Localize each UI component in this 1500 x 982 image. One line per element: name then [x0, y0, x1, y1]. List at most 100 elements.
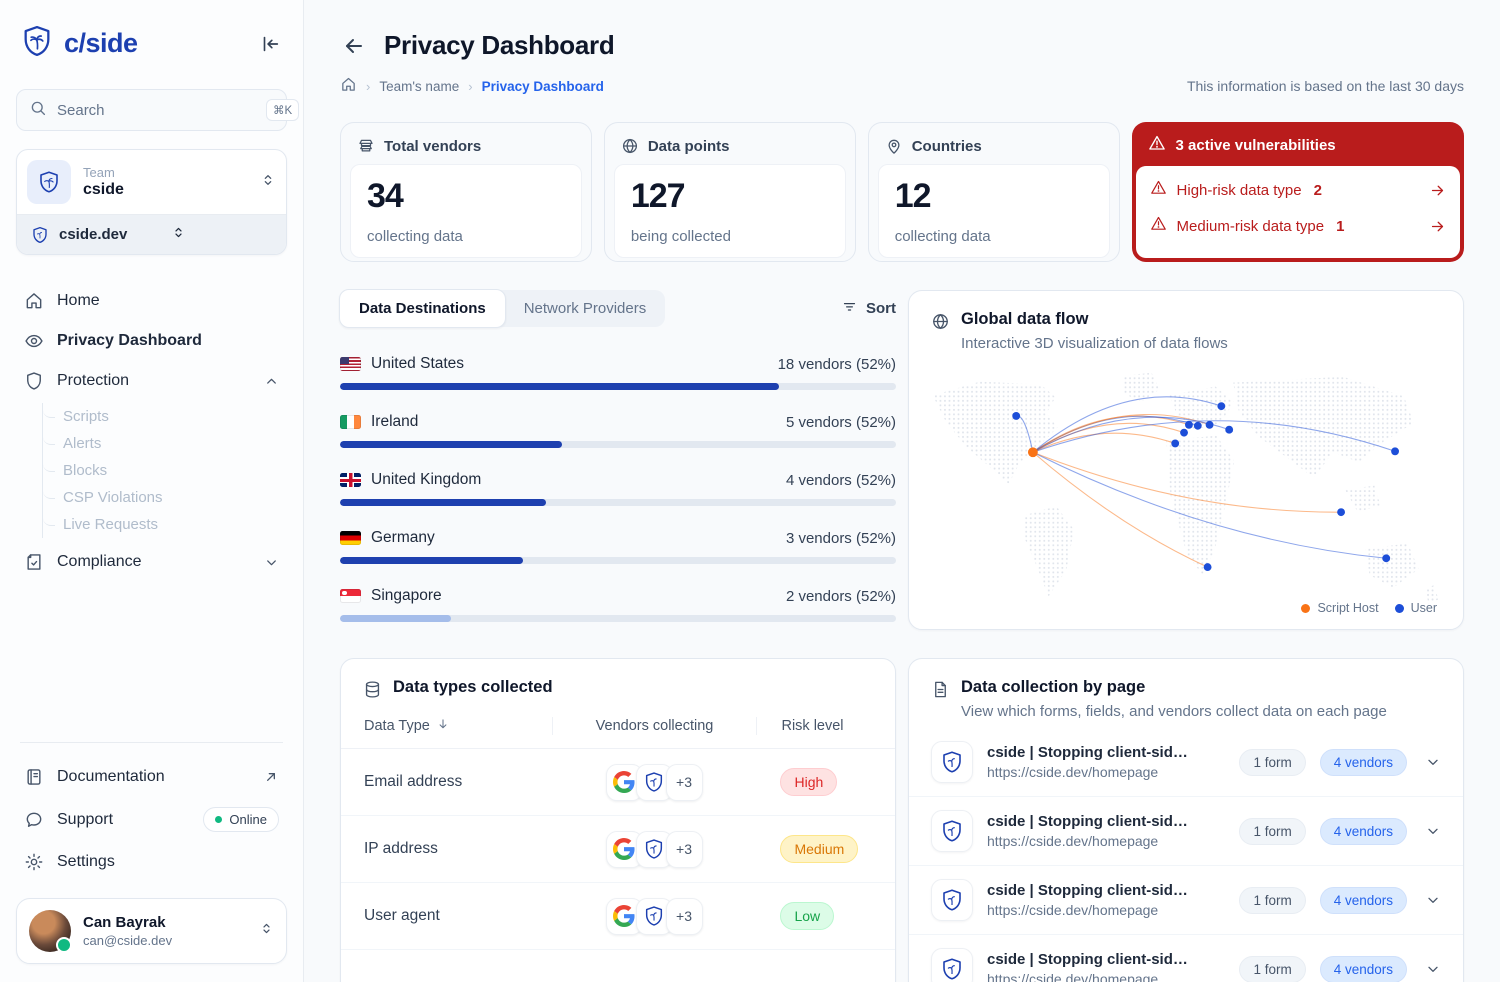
sidebar-item-home[interactable]: Home	[16, 281, 287, 321]
filter-lines-icon	[841, 298, 858, 319]
page-row[interactable]: cside | Stopping client-sid… https://csi…	[909, 865, 1463, 934]
map-node-user	[1180, 429, 1188, 437]
page-url: https://cside.dev/homepage	[987, 902, 1225, 918]
sidebar-item-documentation[interactable]: Documentation	[16, 757, 287, 797]
brand[interactable]: c/side	[20, 24, 138, 63]
page-title: Privacy Dashboard	[384, 30, 614, 61]
map-title: Global data flow	[961, 310, 1228, 329]
risk-badge-medium: Medium	[780, 835, 858, 863]
user-menu[interactable]: Can Bayrak can@cside.dev	[16, 898, 287, 964]
world-map[interactable]: Script Host User	[909, 362, 1463, 629]
sort-label: Sort	[866, 300, 896, 317]
table-header: Data Type Vendors collecting Risk level	[341, 717, 895, 749]
column-header-data-type[interactable]: Data Type	[341, 717, 552, 735]
user-info: Can Bayrak can@cside.dev	[83, 914, 247, 948]
chevron-down-icon[interactable]	[1425, 754, 1441, 770]
sidebar-item-compliance[interactable]: Compliance	[16, 542, 287, 582]
data-collection-by-page-card: Data collection by page View which forms…	[908, 658, 1464, 982]
sidebar-item-blocks[interactable]: Blocks	[43, 457, 287, 484]
breadcrumb-current[interactable]: Privacy Dashboard	[482, 79, 604, 94]
page-row[interactable]: cside | Stopping client-sid… https://csi…	[909, 934, 1463, 982]
legend-label: User	[1411, 601, 1437, 615]
avatar	[29, 910, 71, 952]
chevron-down-icon[interactable]	[1425, 823, 1441, 839]
external-link-icon	[263, 769, 279, 785]
flag-gb-icon	[340, 473, 361, 487]
vendors-badge[interactable]: 4 vendors	[1320, 818, 1407, 845]
sidebar-item-protection[interactable]: Protection	[16, 361, 287, 401]
country-row-ireland[interactable]: Ireland 5 vendors (52%)	[340, 413, 896, 448]
sidebar-item-privacy-dashboard[interactable]: Privacy Dashboard	[16, 321, 287, 361]
sidebar-item-scripts[interactable]: Scripts	[43, 403, 287, 430]
sidebar-item-alerts[interactable]: Alerts	[43, 430, 287, 457]
search-input[interactable]	[57, 102, 256, 119]
page-title-text: cside | Stopping client-sid…	[987, 744, 1225, 761]
chevron-down-icon[interactable]	[1425, 892, 1441, 908]
site-selector[interactable]: cside.dev	[17, 214, 286, 254]
more-vendors-chip[interactable]: +3	[666, 898, 703, 935]
stack-icon	[357, 137, 375, 155]
country-row-united-kingdom[interactable]: United Kingdom 4 vendors (52%)	[340, 471, 896, 506]
sidebar-item-csp-violations[interactable]: CSP Violations	[43, 484, 287, 511]
flag-sg-icon	[340, 589, 361, 603]
sidebar-item-settings[interactable]: Settings	[16, 842, 287, 882]
table-row-user-agent[interactable]: User agent +3 Low	[341, 883, 895, 950]
breadcrumb-team[interactable]: Team's name	[379, 79, 459, 94]
team-selector[interactable]: Team cside	[17, 150, 286, 214]
more-vendors-chip[interactable]: +3	[666, 764, 703, 801]
page-row[interactable]: cside | Stopping client-sid… https://csi…	[909, 728, 1463, 796]
country-row-germany[interactable]: Germany 3 vendors (52%)	[340, 529, 896, 564]
vendors-badge[interactable]: 4 vendors	[1320, 887, 1407, 914]
global-data-flow-card: Global data flow Interactive 3D visualiz…	[908, 290, 1464, 630]
team-label: Team	[83, 165, 248, 180]
sort-button[interactable]: Sort	[841, 298, 896, 319]
country-row-singapore[interactable]: Singapore 2 vendors (52%)	[340, 587, 896, 622]
shield-icon	[24, 371, 44, 391]
pages-subtitle: View which forms, fields, and vendors co…	[961, 703, 1387, 720]
tab-network-providers[interactable]: Network Providers	[505, 290, 666, 327]
warning-triangle-icon	[1148, 134, 1166, 157]
country-row-united-states[interactable]: United States 18 vendors (52%)	[340, 355, 896, 390]
brand-row: c/side	[16, 24, 287, 63]
progress-bar	[340, 615, 896, 622]
back-arrow-icon[interactable]	[340, 32, 368, 60]
collapse-sidebar-icon[interactable]	[257, 31, 283, 57]
column-label: Risk level	[781, 718, 843, 734]
risk-badge-low: Low	[780, 902, 834, 930]
sub-item-label: Scripts	[63, 408, 109, 425]
protection-subnav: Scripts Alerts Blocks CSP Violations Liv…	[42, 403, 287, 538]
map-node-user	[1185, 421, 1193, 429]
vendors-badge[interactable]: 4 vendors	[1320, 749, 1407, 776]
script-host-dot-icon	[1301, 604, 1310, 613]
page-row[interactable]: cside | Stopping client-sid… https://csi…	[909, 796, 1463, 865]
forms-badge: 1 form	[1239, 887, 1305, 914]
vendors-badge[interactable]: 4 vendors	[1320, 956, 1407, 982]
chevron-down-icon[interactable]	[1425, 961, 1441, 977]
map-node-user	[1225, 426, 1233, 434]
chevron-down-icon	[264, 555, 279, 570]
sidebar-item-support[interactable]: Support Online	[16, 797, 287, 842]
stat-value: 12	[895, 177, 1093, 216]
vendors-cell: +3	[552, 898, 757, 935]
stat-card-total-vendors: Total vendors 34 collecting data	[340, 122, 592, 262]
risk-badge-high: High	[780, 768, 837, 796]
column-header-vendors-collecting[interactable]: Vendors collecting	[552, 717, 757, 735]
bottom-row: Data types collected Data Type Vendors c…	[340, 658, 1464, 982]
vulnerability-item-high-risk[interactable]: High-risk data type 2	[1150, 179, 1446, 201]
breadcrumb-home-icon[interactable]	[340, 76, 357, 96]
legend-label: Script Host	[1317, 601, 1378, 615]
column-header-risk-level[interactable]: Risk level	[756, 717, 895, 735]
map-node-user	[1206, 421, 1214, 429]
arrow-right-icon	[1429, 218, 1446, 235]
table-row-email-address[interactable]: Email address +3 High	[341, 749, 895, 816]
stat-card-data-points: Data points 127 being collected	[604, 122, 856, 262]
sidebar-item-live-requests[interactable]: Live Requests	[43, 511, 287, 538]
search-box[interactable]: ⌘K	[16, 89, 287, 131]
more-vendors-chip[interactable]: +3	[666, 831, 703, 868]
brand-wordmark: c/side	[64, 28, 138, 59]
vulnerability-item-medium-risk[interactable]: Medium-risk data type 1	[1150, 215, 1446, 237]
tab-data-destinations[interactable]: Data Destinations	[339, 289, 506, 328]
cside-shield-icon	[931, 741, 973, 783]
table-row-ip-address[interactable]: IP address +3 Medium	[341, 816, 895, 883]
sub-item-label: CSP Violations	[63, 489, 163, 506]
